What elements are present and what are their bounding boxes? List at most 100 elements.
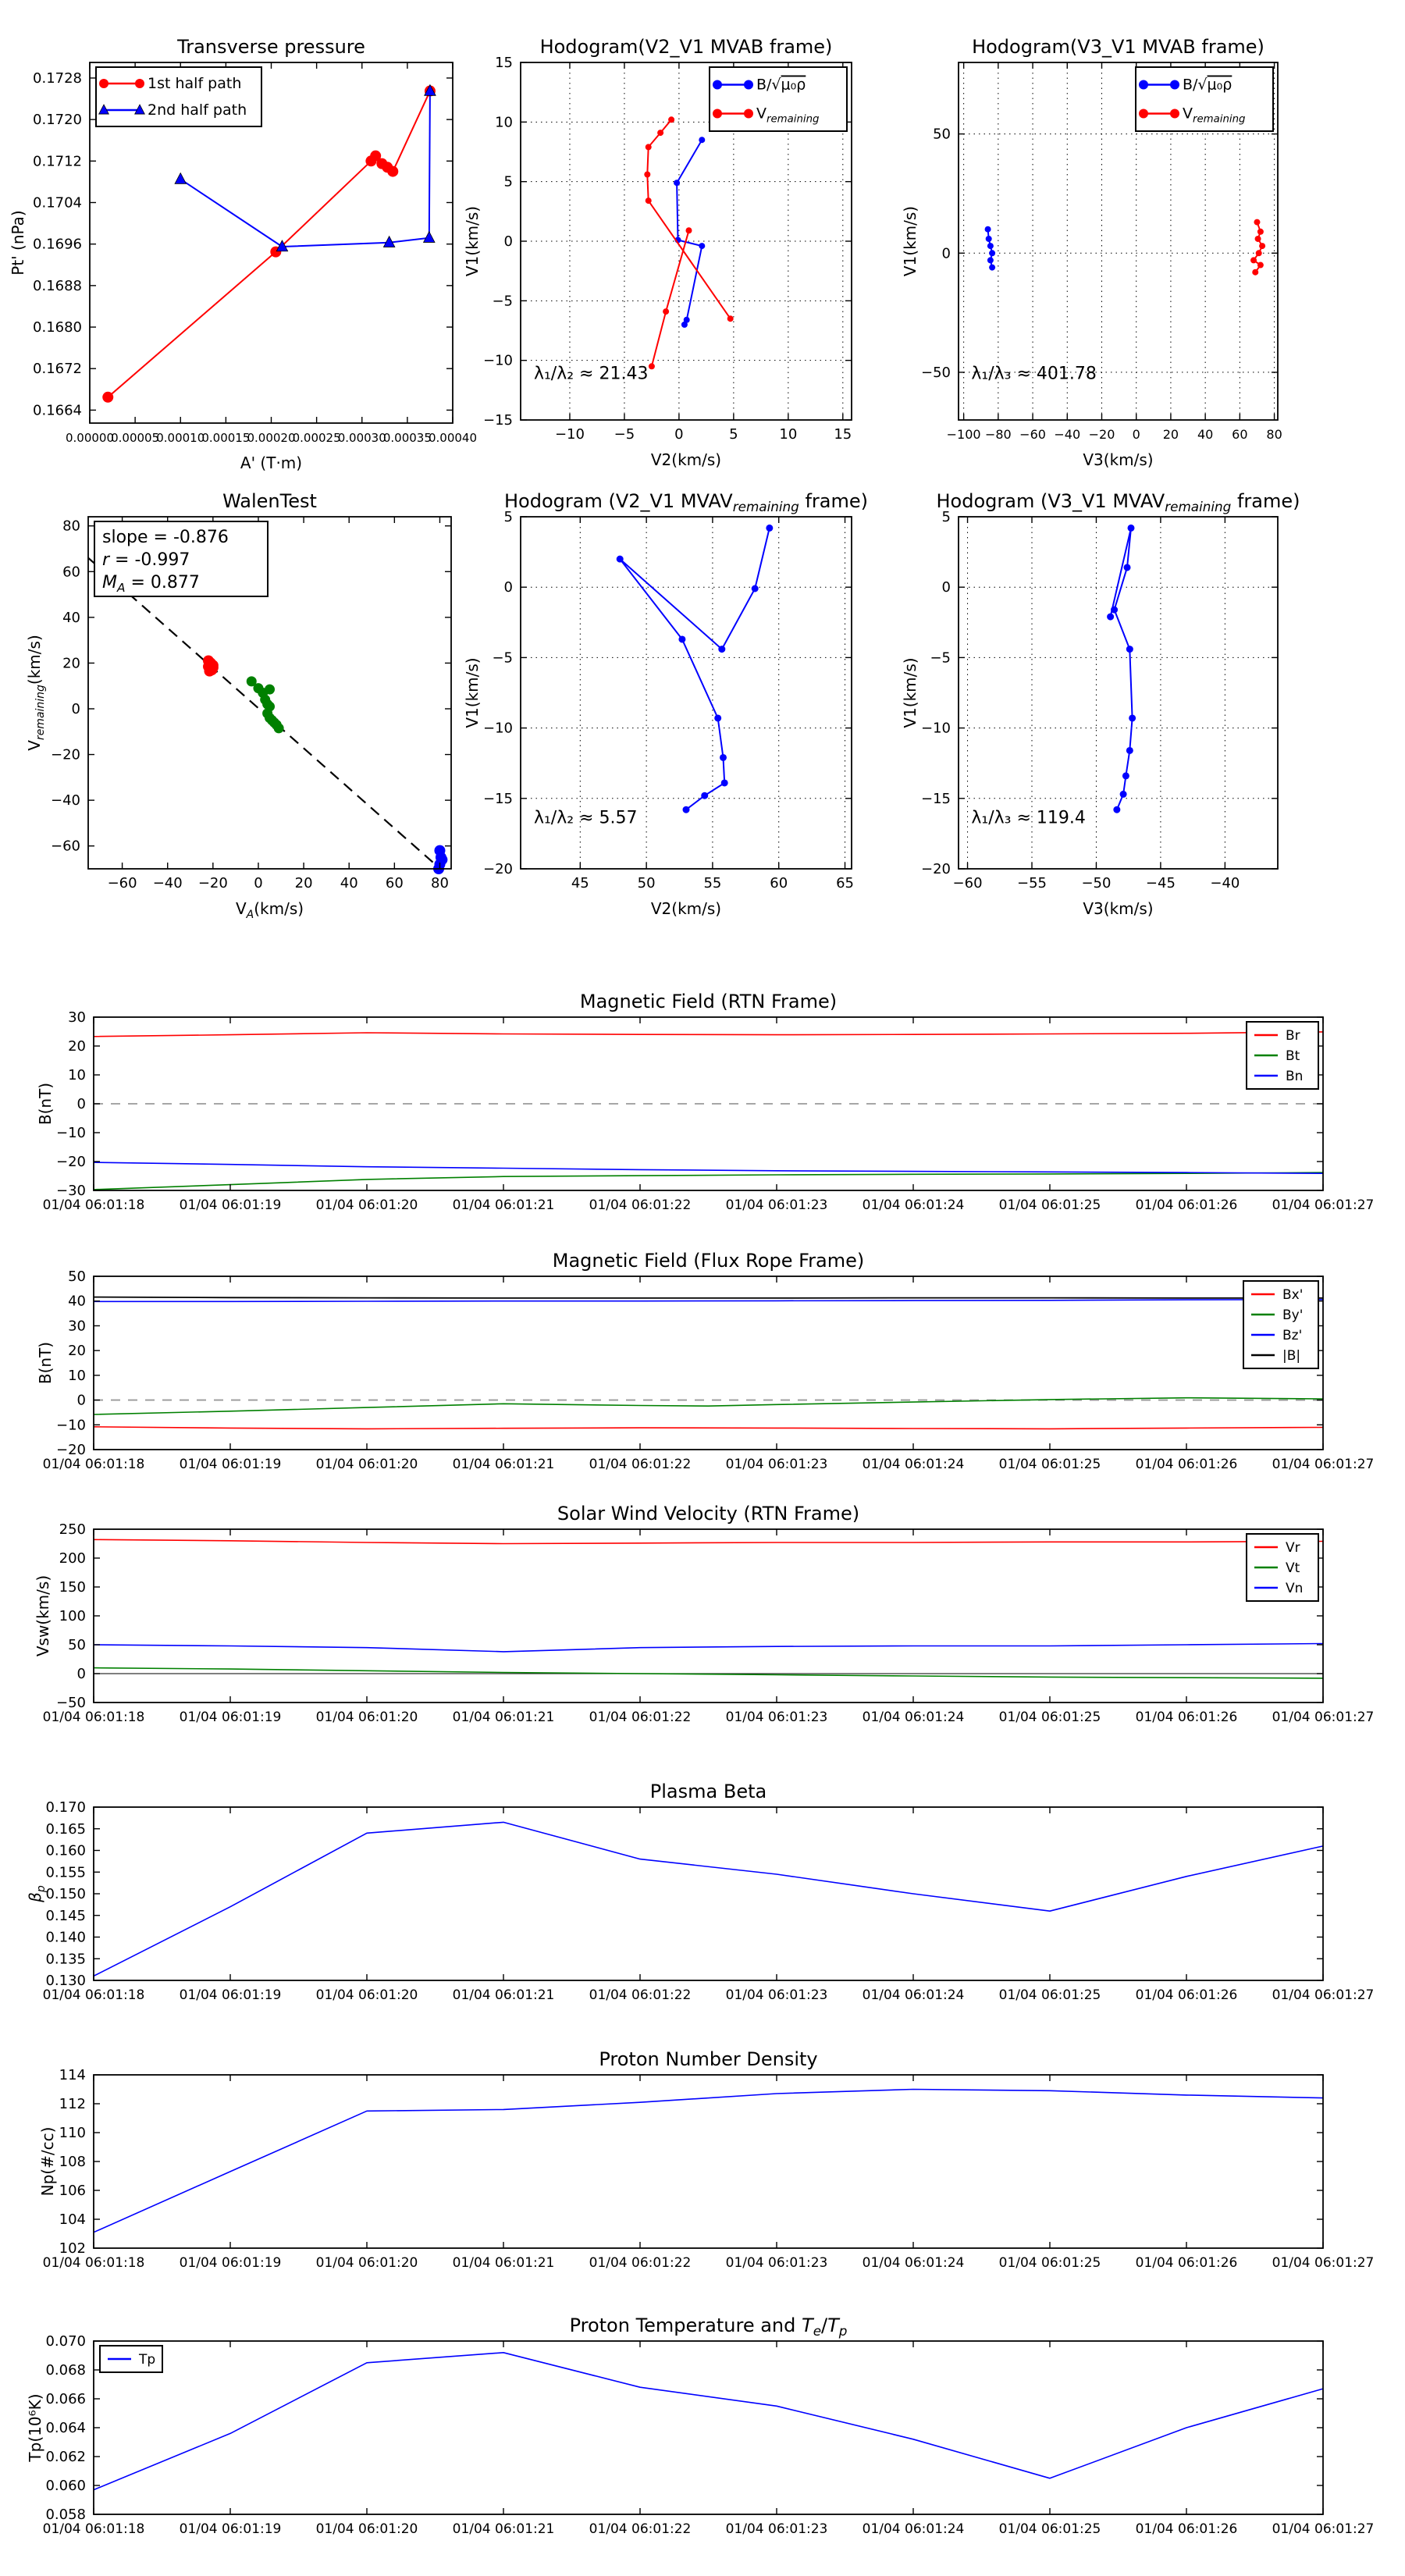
y-tick-label: 0.070 <box>45 2333 86 2350</box>
y-tick-label: −20 <box>56 1442 86 1458</box>
x-tick-label: 0.00015 <box>201 431 250 445</box>
y-tick-label: −50 <box>921 365 951 381</box>
x-tick-label: −55 <box>1017 875 1047 891</box>
data-marker <box>657 130 664 137</box>
legend-label: 1st half path <box>148 75 241 92</box>
data-marker <box>424 84 436 96</box>
data-marker <box>436 854 448 866</box>
x-tick-label: 10 <box>779 426 797 443</box>
legend-marker <box>713 80 722 90</box>
legend-label: Br <box>1286 1028 1300 1044</box>
x-tick-label: 0 <box>254 875 262 891</box>
y-tick-label: 0.130 <box>45 1973 86 1989</box>
x-tick-label: −40 <box>1054 427 1080 442</box>
legend-label: Vt <box>1286 1560 1300 1576</box>
x-tick-label: 01/04 06:01:21 <box>453 1457 555 1472</box>
y-tick-label: 0.062 <box>45 2449 86 2465</box>
y-tick-label: 0.150 <box>45 1886 86 1902</box>
lambda-ratio-annotation: λ₁/λ₃ ≈ 401.78 <box>971 364 1097 383</box>
y-tick-label: 5 <box>504 174 513 190</box>
x-tick-label: 01/04 06:01:23 <box>726 1457 828 1472</box>
y-tick-label: 15 <box>495 55 513 71</box>
data-marker <box>701 792 709 799</box>
plot-walen-test: −60 −40 −20 0 20 40 60 80 −60 −40 −20 0 20 40 60 80 Wale… <box>25 490 452 921</box>
axes-box <box>93 2074 1324 2249</box>
legend-marker <box>134 104 145 115</box>
x-tick-label: −10 <box>555 426 585 443</box>
y-tick-label: −15 <box>921 791 951 807</box>
y-tick-label: 0 <box>504 579 513 596</box>
x-tick-label: 01/04 06:01:24 <box>863 1710 965 1725</box>
plot-title: Hodogram(V3_V1 MVAB frame) <box>972 36 1264 58</box>
plot-title: Hodogram(V2_V1 MVAB frame) <box>540 36 833 58</box>
x-tick-label: 01/04 06:01:22 <box>589 2255 692 2271</box>
x-tick-label: 01/04 06:01:25 <box>999 1710 1101 1725</box>
axes-box <box>958 62 1279 421</box>
y-tick-label: 0 <box>942 245 951 262</box>
y-tick-label: 80 <box>62 518 80 535</box>
series-v-remaining-b <box>650 230 690 367</box>
axes-box <box>520 516 852 870</box>
y-tick-label: 100 <box>59 1608 86 1624</box>
plot-vsw-rtn: 01/04 06:01:18 01/04 06:01:19 01/04 06:01:… <box>34 1503 1374 1725</box>
x-tick-label: 0.00035 <box>383 431 432 445</box>
plot-title: WalenTest <box>222 490 317 512</box>
y-tick-label: −60 <box>51 838 80 855</box>
x-tick-label: 01/04 06:01:18 <box>43 1197 145 1213</box>
data-marker <box>1126 746 1133 754</box>
x-tick-label: 01/04 06:01:23 <box>726 1987 828 2003</box>
x-tick-label: 01/04 06:01:20 <box>316 1457 418 1472</box>
y-tick-label: 102 <box>59 2240 86 2257</box>
x-tick-label: 0 <box>674 426 683 443</box>
data-marker <box>727 315 734 322</box>
x-tick-label: 01/04 06:01:22 <box>589 2521 692 2537</box>
x-tick-label: 01/04 06:01:23 <box>726 1197 828 1213</box>
data-marker <box>387 165 399 177</box>
axes-box <box>93 1276 1324 1450</box>
y-tick-label: 0.1664 <box>33 402 82 418</box>
x-tick-label: 01/04 06:01:24 <box>863 1457 965 1472</box>
y-tick-label: 0.1696 <box>33 237 82 253</box>
x-tick-label: 55 <box>703 875 721 891</box>
y-tick-label: 0.066 <box>45 2391 86 2407</box>
series-beta-p <box>93 1821 1324 1977</box>
y-tick-label: 104 <box>59 2211 86 2228</box>
legend-label: B/√μ₀ρ <box>756 76 806 94</box>
y-tick-label: 0.1704 <box>33 194 82 211</box>
series-v2-v1-path <box>619 528 770 810</box>
y-tick-label: 60 <box>62 564 80 580</box>
y-tick-label: 40 <box>62 610 80 626</box>
x-tick-label: −60 <box>1019 427 1046 442</box>
plot-proton-temperature: 01/04 06:01:18 01/04 06:01:19 01/04 06:01:… <box>26 2314 1374 2537</box>
data-marker <box>1123 564 1131 571</box>
plot-hodogram-v2v1-mvab: −10 −5 0 5 10 15 −15 −10 −5 0 5 10 15 Hodogram(V2_V1 … <box>463 36 852 469</box>
y-tick-label: −15 <box>483 791 513 807</box>
y-tick-label: 0 <box>942 579 951 596</box>
y-tick-label: 112 <box>59 2096 86 2112</box>
legend-box <box>1243 1280 1319 1369</box>
series-b-magnitude <box>93 1296 1323 1299</box>
series-bn <box>93 1162 1324 1174</box>
y-tick-label: 0.1672 <box>33 361 82 377</box>
y-tick-label: −20 <box>56 1154 86 1170</box>
plot-title: Solar Wind Velocity (RTN Frame) <box>557 1503 859 1525</box>
y-tick-label: 40 <box>68 1293 86 1310</box>
y-tick-label: 106 <box>59 2183 86 2199</box>
x-tick-label: 0.00010 <box>156 431 205 445</box>
y-tick-label: −5 <box>930 649 951 666</box>
y-tick-label: 0 <box>77 1096 86 1112</box>
y-tick-label: 5 <box>942 509 951 525</box>
x-tick-label: 01/04 06:01:27 <box>1272 2521 1375 2537</box>
y-tick-label: 20 <box>62 655 80 671</box>
x-tick-label: 01/04 06:01:19 <box>180 1197 282 1213</box>
plot-transverse-pressure: 0.000000.000050.000100.000150.000200.000… <box>9 36 477 472</box>
x-tick-label: 0.00005 <box>111 431 159 445</box>
x-tick-label: 01/04 06:01:21 <box>453 1987 555 2003</box>
y-tick-label: −40 <box>51 792 80 809</box>
series-v-remaining-a <box>646 119 731 319</box>
x-axis-label: V2(km/s) <box>651 899 721 918</box>
data-marker <box>719 753 727 761</box>
x-tick-label: 01/04 06:01:20 <box>316 1987 418 2003</box>
